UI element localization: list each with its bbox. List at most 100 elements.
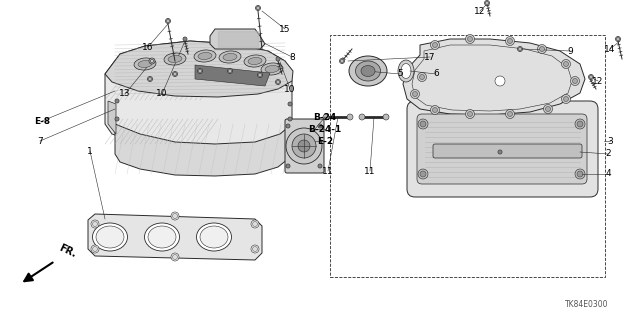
Circle shape [253, 247, 257, 251]
Circle shape [561, 94, 570, 103]
Circle shape [508, 39, 513, 43]
Ellipse shape [138, 61, 152, 68]
Text: 5: 5 [397, 70, 403, 78]
Text: B-24-1: B-24-1 [308, 124, 342, 133]
Circle shape [575, 119, 585, 129]
Circle shape [253, 221, 257, 226]
Circle shape [183, 37, 187, 41]
Ellipse shape [349, 56, 387, 86]
Polygon shape [210, 29, 265, 49]
Text: 12: 12 [592, 77, 604, 85]
Circle shape [563, 62, 568, 66]
Circle shape [616, 36, 621, 41]
Polygon shape [108, 101, 116, 134]
Circle shape [465, 34, 474, 43]
FancyBboxPatch shape [417, 114, 587, 184]
Circle shape [171, 253, 179, 261]
Circle shape [495, 76, 505, 86]
Circle shape [149, 58, 155, 64]
Circle shape [288, 117, 292, 121]
Polygon shape [105, 41, 293, 97]
Circle shape [147, 77, 152, 81]
Ellipse shape [248, 57, 262, 64]
Circle shape [292, 134, 316, 158]
Circle shape [413, 92, 417, 97]
Ellipse shape [244, 55, 266, 67]
Circle shape [540, 47, 545, 51]
Circle shape [171, 212, 179, 220]
Circle shape [383, 114, 389, 120]
Circle shape [91, 245, 99, 253]
Circle shape [561, 60, 570, 69]
Ellipse shape [200, 226, 228, 248]
Circle shape [506, 36, 515, 46]
Circle shape [93, 221, 97, 226]
Ellipse shape [355, 61, 381, 81]
Text: 4: 4 [605, 169, 611, 179]
Ellipse shape [361, 65, 375, 77]
Bar [330, 35, 605, 277]
Polygon shape [105, 41, 292, 149]
Circle shape [465, 109, 474, 118]
Circle shape [431, 106, 440, 115]
Circle shape [198, 69, 202, 73]
Text: 8: 8 [289, 53, 295, 62]
Circle shape [286, 128, 322, 164]
Circle shape [410, 90, 419, 99]
Circle shape [577, 121, 583, 127]
Circle shape [323, 114, 329, 120]
Circle shape [433, 42, 438, 48]
Circle shape [173, 213, 177, 219]
Circle shape [577, 171, 583, 177]
Circle shape [420, 171, 426, 177]
Text: 13: 13 [119, 90, 131, 99]
Circle shape [538, 44, 547, 54]
Circle shape [288, 102, 292, 106]
Circle shape [418, 169, 428, 179]
Circle shape [431, 41, 440, 49]
Circle shape [420, 121, 426, 127]
Circle shape [318, 164, 322, 168]
Text: 3: 3 [607, 137, 613, 145]
Ellipse shape [223, 54, 237, 61]
FancyBboxPatch shape [407, 101, 598, 197]
Circle shape [251, 220, 259, 228]
Text: 10: 10 [284, 85, 296, 93]
Text: 7: 7 [37, 137, 43, 145]
Circle shape [575, 169, 585, 179]
Circle shape [433, 108, 438, 113]
Circle shape [257, 72, 262, 78]
Circle shape [91, 220, 99, 228]
Ellipse shape [398, 60, 414, 82]
Circle shape [339, 58, 344, 63]
Text: 15: 15 [279, 25, 291, 33]
Circle shape [255, 5, 260, 11]
Circle shape [173, 71, 177, 77]
Ellipse shape [145, 223, 179, 251]
Polygon shape [115, 124, 292, 176]
Circle shape [543, 105, 552, 114]
Circle shape [173, 255, 177, 259]
Circle shape [115, 99, 119, 103]
Ellipse shape [198, 52, 212, 60]
Circle shape [298, 140, 310, 152]
Circle shape [93, 247, 97, 251]
Ellipse shape [265, 65, 279, 72]
Circle shape [484, 1, 490, 5]
Ellipse shape [168, 56, 182, 63]
Ellipse shape [96, 226, 124, 248]
Circle shape [276, 57, 280, 61]
FancyBboxPatch shape [433, 144, 582, 158]
Circle shape [498, 150, 502, 154]
Ellipse shape [261, 63, 283, 75]
Text: FR.: FR. [57, 242, 77, 259]
Ellipse shape [401, 63, 411, 78]
Circle shape [518, 47, 522, 51]
Text: 1: 1 [87, 146, 93, 155]
Ellipse shape [93, 223, 127, 251]
Ellipse shape [219, 51, 241, 63]
Text: E-8: E-8 [34, 116, 50, 125]
Circle shape [359, 114, 365, 120]
Text: 2: 2 [605, 150, 611, 159]
Circle shape [286, 124, 290, 128]
